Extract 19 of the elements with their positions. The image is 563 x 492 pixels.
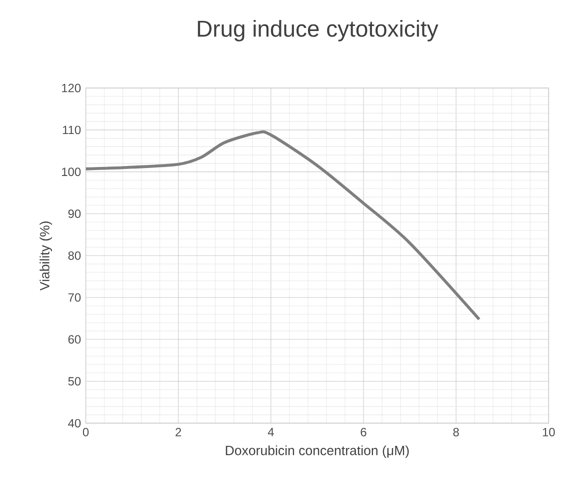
y-tick-label: 50 [68, 377, 81, 386]
x-axis-title: Doxorubicin concentration (μM) [226, 445, 409, 458]
x-tick-label: 0 [82, 428, 89, 436]
y-tick-label: 60 [68, 335, 81, 344]
y-tick-label: 100 [62, 168, 81, 176]
y-tick-label: 40 [68, 418, 81, 428]
y-tick-label: 110 [62, 126, 81, 134]
x-tick-label: 10 [542, 428, 555, 436]
chart-title: Drug induce cytotoxicity [198, 20, 438, 42]
y-tick-label: 70 [68, 293, 81, 302]
x-tick-label: 4 [268, 428, 274, 436]
x-tick-label: 6 [360, 428, 366, 436]
y-tick-label: 80 [68, 251, 81, 260]
y-tick-label: 120 [62, 84, 81, 92]
y-tick-label: 90 [68, 210, 81, 218]
x-tick-label: 8 [453, 428, 459, 436]
line-series [86, 130, 481, 321]
y-axis-title: Viability (%) [40, 222, 52, 290]
x-tick-label: 2 [176, 428, 182, 436]
